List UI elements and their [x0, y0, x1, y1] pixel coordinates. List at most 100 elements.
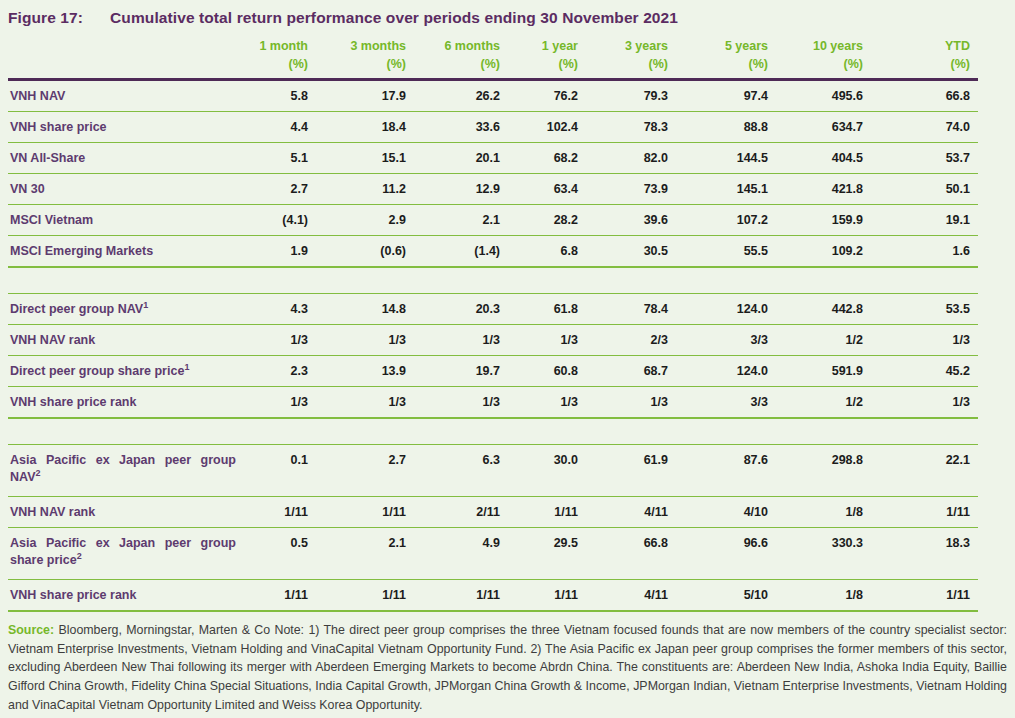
value-cell: 145.1 [676, 173, 776, 204]
value-cell: 55.5 [676, 235, 776, 266]
value-cell: 60.8 [508, 355, 586, 386]
value-cell: 66.8 [586, 527, 676, 579]
value-cell: 22.1 [871, 445, 978, 497]
column-header: 1 year(%) [508, 37, 586, 80]
source-text: Bloomberg, Morningstar, Marten & Co Note… [8, 623, 1007, 712]
value-cell: 1/3 [508, 324, 586, 355]
table-row: VN 302.711.212.963.473.9145.1421.850.1 [8, 173, 978, 204]
value-cell: 2/11 [414, 497, 508, 528]
value-cell: 1/8 [776, 497, 871, 528]
value-cell: 78.3 [586, 112, 676, 143]
value-cell: 79.3 [586, 80, 676, 112]
column-header: 6 months(%) [414, 37, 508, 80]
value-cell: 2.3 [250, 355, 316, 386]
spacer-row [8, 267, 978, 294]
value-cell: 1/3 [250, 324, 316, 355]
value-cell: 87.6 [676, 445, 776, 497]
table-row: Direct peer group share price12.313.919.… [8, 355, 978, 386]
value-cell: 5.1 [250, 143, 316, 174]
value-cell: 68.7 [586, 355, 676, 386]
column-header: 10 years(%) [776, 37, 871, 80]
value-cell: 1/11 [508, 497, 586, 528]
value-cell: 109.2 [776, 235, 871, 266]
value-cell: 5.8 [250, 80, 316, 112]
value-cell: 1/11 [316, 579, 414, 610]
value-cell: 159.9 [776, 204, 871, 235]
value-cell: 330.3 [776, 527, 871, 579]
value-cell: 12.9 [414, 173, 508, 204]
value-cell: 20.1 [414, 143, 508, 174]
row-label: VNH share price rank [8, 386, 250, 417]
value-cell: 33.6 [414, 112, 508, 143]
value-cell: 96.6 [676, 527, 776, 579]
value-cell: (1.4) [414, 235, 508, 266]
value-cell: 18.3 [871, 527, 978, 579]
value-cell: 107.2 [676, 204, 776, 235]
value-cell: 29.5 [508, 527, 586, 579]
row-label: VNH share price rank [8, 579, 250, 610]
value-cell: 4.3 [250, 294, 316, 325]
column-header: 3 months(%) [316, 37, 414, 80]
value-cell: 144.5 [676, 143, 776, 174]
value-cell: 634.7 [776, 112, 871, 143]
value-cell: 2/3 [586, 324, 676, 355]
value-cell: 124.0 [676, 355, 776, 386]
value-cell: (0.6) [316, 235, 414, 266]
value-cell: 73.9 [586, 173, 676, 204]
value-cell: 14.8 [316, 294, 414, 325]
figure-heading: Cumulative total return performance over… [110, 9, 678, 26]
spacer-row [8, 418, 978, 445]
value-cell: 2.7 [316, 445, 414, 497]
performance-table: 1 month(%)3 months(%)6 months(%)1 year(%… [8, 37, 978, 612]
value-cell: 2.1 [316, 527, 414, 579]
value-cell: 421.8 [776, 173, 871, 204]
value-cell: 102.4 [508, 112, 586, 143]
table-row: VNH NAV5.817.926.276.279.397.4495.666.8 [8, 80, 978, 112]
column-header: 1 month(%) [250, 37, 316, 80]
table-row: VNH NAV rank1/111/112/111/114/114/101/81… [8, 497, 978, 528]
value-cell: 19.1 [871, 204, 978, 235]
row-label: Asia Pacific ex Japan peer group share p… [8, 527, 250, 579]
value-cell: 124.0 [676, 294, 776, 325]
table-row: VN All-Share5.115.120.168.282.0144.5404.… [8, 143, 978, 174]
value-cell: 30.0 [508, 445, 586, 497]
row-label: MSCI Vietnam [8, 204, 250, 235]
value-cell: 1/8 [776, 579, 871, 610]
table-body: VNH NAV5.817.926.276.279.397.4495.666.8V… [8, 80, 978, 611]
value-cell: 495.6 [776, 80, 871, 112]
value-cell: 1/3 [414, 324, 508, 355]
source-note: Source: Bloomberg, Morningstar, Marten &… [8, 621, 1007, 715]
table-row: VNH NAV rank1/31/31/31/32/33/31/21/3 [8, 324, 978, 355]
value-cell: 0.1 [250, 445, 316, 497]
value-cell: 1/3 [250, 386, 316, 417]
value-cell: 28.2 [508, 204, 586, 235]
value-cell: 4.9 [414, 527, 508, 579]
row-label: MSCI Emerging Markets [8, 235, 250, 266]
value-cell: 4/10 [676, 497, 776, 528]
value-cell: 13.9 [316, 355, 414, 386]
table-row: MSCI Vietnam(4.1)2.92.128.239.6107.2159.… [8, 204, 978, 235]
row-label: VNH NAV [8, 80, 250, 112]
value-cell: 1/3 [871, 324, 978, 355]
table-row: VNH share price4.418.433.6102.478.388.86… [8, 112, 978, 143]
value-cell: 1/11 [316, 497, 414, 528]
column-header: 3 years(%) [586, 37, 676, 80]
value-cell: 1/3 [414, 386, 508, 417]
row-label: Direct peer group share price1 [8, 355, 250, 386]
value-cell: 20.3 [414, 294, 508, 325]
value-cell: 4/11 [586, 579, 676, 610]
value-cell: 63.4 [508, 173, 586, 204]
value-cell: 1.6 [871, 235, 978, 266]
value-cell: 298.8 [776, 445, 871, 497]
value-cell: 74.0 [871, 112, 978, 143]
value-cell: 1/2 [776, 324, 871, 355]
value-cell: 1/11 [250, 579, 316, 610]
value-cell: 88.8 [676, 112, 776, 143]
value-cell: 45.2 [871, 355, 978, 386]
value-cell: 1/3 [871, 386, 978, 417]
value-cell: 53.7 [871, 143, 978, 174]
value-cell: 1.9 [250, 235, 316, 266]
row-label: VNH NAV rank [8, 324, 250, 355]
value-cell: 5/10 [676, 579, 776, 610]
value-cell: 61.9 [586, 445, 676, 497]
